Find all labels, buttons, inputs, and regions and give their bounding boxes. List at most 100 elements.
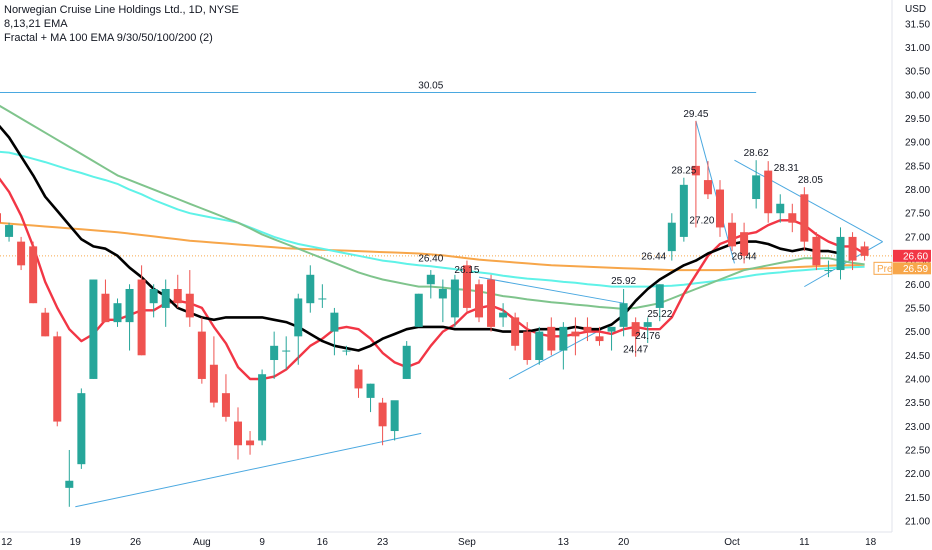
ema-black-line[interactable] bbox=[0, 123, 841, 352]
candle[interactable] bbox=[800, 187, 809, 252]
candle[interactable] bbox=[306, 265, 315, 313]
candle[interactable] bbox=[764, 161, 773, 223]
candle[interactable] bbox=[65, 449, 74, 507]
candle[interactable] bbox=[318, 284, 327, 308]
candle[interactable] bbox=[282, 336, 291, 370]
candle[interactable] bbox=[679, 177, 688, 242]
candle-body bbox=[655, 284, 664, 308]
candle[interactable] bbox=[836, 227, 845, 280]
time-tick-label: Oct bbox=[724, 537, 740, 548]
candle[interactable] bbox=[607, 326, 616, 351]
candle[interactable] bbox=[125, 284, 134, 351]
candle[interactable] bbox=[643, 317, 652, 343]
candle[interactable] bbox=[209, 336, 218, 408]
candle[interactable] bbox=[149, 284, 158, 318]
candle[interactable] bbox=[173, 274, 182, 308]
candle[interactable] bbox=[547, 317, 556, 356]
candle[interactable] bbox=[246, 431, 255, 455]
candle[interactable] bbox=[185, 270, 194, 327]
candle[interactable] bbox=[667, 213, 676, 261]
candle[interactable] bbox=[426, 270, 435, 299]
pennant-upper-line[interactable] bbox=[734, 159, 883, 243]
candle[interactable] bbox=[378, 397, 387, 446]
candle[interactable] bbox=[559, 322, 568, 370]
triangle-upper-line[interactable] bbox=[478, 276, 624, 304]
candle[interactable] bbox=[631, 317, 640, 357]
candle[interactable] bbox=[824, 260, 833, 278]
candle[interactable] bbox=[101, 279, 110, 323]
candle[interactable] bbox=[53, 331, 62, 427]
candle[interactable] bbox=[0, 208, 1, 236]
candle[interactable] bbox=[716, 180, 724, 237]
time-tick-label: 13 bbox=[558, 537, 570, 548]
candle[interactable] bbox=[137, 265, 146, 356]
candle[interactable] bbox=[77, 388, 86, 469]
candle[interactable] bbox=[161, 279, 170, 327]
candle[interactable] bbox=[41, 307, 50, 337]
candle[interactable] bbox=[860, 241, 869, 261]
candle[interactable] bbox=[703, 161, 712, 200]
candle-body bbox=[77, 393, 86, 465]
candle[interactable] bbox=[535, 326, 544, 365]
price-tick-label: 27.00 bbox=[905, 232, 930, 243]
candle[interactable] bbox=[330, 307, 339, 356]
candle-body bbox=[113, 303, 122, 323]
candle[interactable] bbox=[619, 288, 628, 337]
candle[interactable] bbox=[571, 317, 580, 356]
candle[interactable] bbox=[354, 364, 363, 398]
ema-indicator-label[interactable]: 8,13,21 EMA bbox=[4, 18, 68, 30]
candle-body bbox=[378, 402, 387, 427]
candle[interactable] bbox=[438, 279, 447, 323]
candle[interactable] bbox=[113, 298, 122, 327]
rising-support-trendline[interactable] bbox=[75, 432, 422, 508]
candle[interactable] bbox=[848, 232, 857, 271]
candle[interactable] bbox=[812, 232, 821, 271]
candle[interactable] bbox=[258, 369, 267, 446]
ema-orange-line[interactable] bbox=[0, 221, 865, 272]
price-tick-label: 25.00 bbox=[905, 327, 930, 338]
candle[interactable] bbox=[776, 194, 785, 223]
price-tick-label: 29.50 bbox=[905, 114, 930, 125]
candle[interactable] bbox=[402, 341, 411, 379]
candle[interactable] bbox=[390, 400, 399, 441]
price-tick-label: 25.50 bbox=[905, 303, 930, 314]
candle[interactable] bbox=[499, 303, 508, 327]
candle[interactable] bbox=[728, 213, 737, 252]
candle[interactable] bbox=[342, 345, 351, 356]
candle[interactable] bbox=[595, 326, 604, 346]
candle[interactable] bbox=[740, 222, 749, 264]
candle[interactable] bbox=[450, 274, 459, 327]
candle-body bbox=[53, 336, 62, 422]
fractal-indicator-label[interactable]: Fractal + MA 100 EMA 9/30/50/100/200 (2) bbox=[4, 32, 213, 44]
candle[interactable] bbox=[197, 317, 206, 384]
candle[interactable] bbox=[475, 279, 483, 323]
candle[interactable] bbox=[655, 284, 664, 322]
candle[interactable] bbox=[691, 120, 700, 228]
candle[interactable] bbox=[366, 383, 375, 413]
last-price-tag bbox=[893, 249, 931, 262]
pre-price-tag bbox=[893, 262, 931, 275]
candle[interactable] bbox=[487, 274, 496, 332]
candle[interactable] bbox=[221, 374, 230, 422]
candle[interactable] bbox=[29, 241, 38, 304]
fractal-label: 26.15 bbox=[454, 265, 479, 276]
candle[interactable] bbox=[294, 293, 303, 365]
candle-body bbox=[559, 326, 568, 351]
candle[interactable] bbox=[788, 203, 797, 233]
candle[interactable] bbox=[89, 279, 98, 379]
candle[interactable] bbox=[270, 331, 279, 379]
candle[interactable] bbox=[414, 293, 423, 327]
candle[interactable] bbox=[511, 312, 520, 351]
candle[interactable] bbox=[234, 407, 242, 460]
candle-body bbox=[764, 170, 773, 214]
candle[interactable] bbox=[523, 322, 532, 365]
candle[interactable] bbox=[5, 222, 14, 242]
candle-body bbox=[752, 175, 761, 200]
candle[interactable] bbox=[462, 260, 471, 313]
candle[interactable] bbox=[752, 160, 761, 209]
candle-body bbox=[740, 232, 749, 256]
time-tick-label: 12 bbox=[1, 537, 13, 548]
candle[interactable] bbox=[583, 317, 592, 342]
candle[interactable] bbox=[17, 236, 26, 271]
